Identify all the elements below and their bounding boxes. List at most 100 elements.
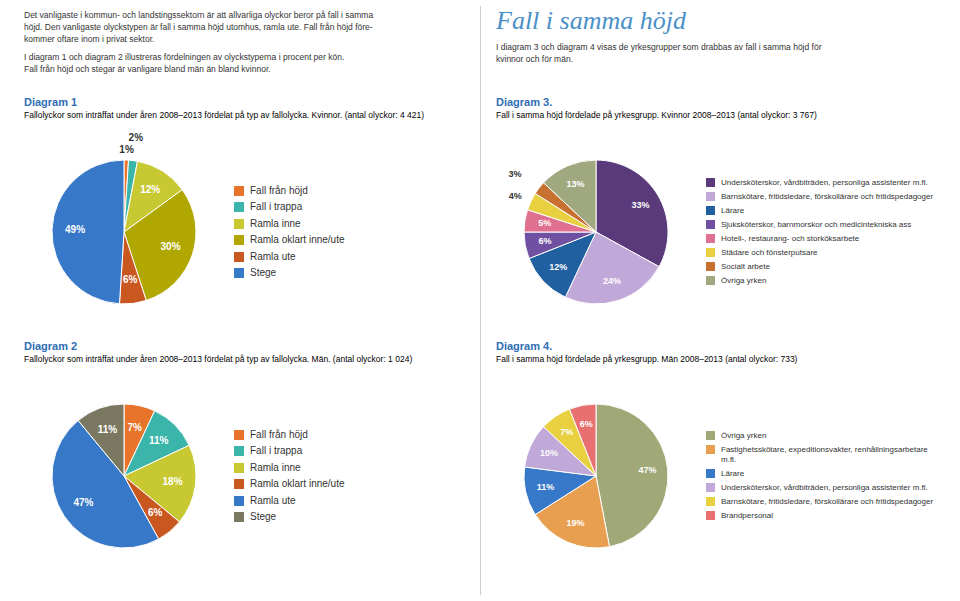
data-label: 2% xyxy=(129,132,144,143)
data-label: 3% xyxy=(508,169,521,179)
legend-item: Fastighetsskötare, expeditionsvakter, re… xyxy=(706,445,936,465)
chart-subtitle: Fall i samma höjd fördelade på yrkesgrup… xyxy=(496,354,936,365)
chart-title: Diagram 3. xyxy=(496,96,936,108)
legend-swatch xyxy=(234,219,244,229)
slices xyxy=(524,404,668,548)
legend: Övriga yrken Fastighetsskötare, expeditio… xyxy=(706,376,936,576)
data-label: 30% xyxy=(161,241,181,252)
legend-item: Ramla inne xyxy=(234,462,464,475)
data-label: 6% xyxy=(123,274,138,285)
chart-subtitle: Fallolyckor som inträffat under åren 200… xyxy=(24,110,464,121)
legend-swatch xyxy=(234,479,244,489)
legend-label: Ramla oklart inne/ute xyxy=(250,234,345,247)
legend-item: Undersköterskor, vårdbiträden, personlig… xyxy=(706,483,936,493)
annotation: Det vanligaste i kommun- och landstingss… xyxy=(24,10,464,46)
legend-swatch xyxy=(706,511,715,520)
legend-item: Lärare xyxy=(706,206,936,216)
data-label: 5% xyxy=(538,218,551,228)
page: Det vanligaste i kommun- och landstingss… xyxy=(0,0,960,601)
data-label: 11% xyxy=(98,424,118,435)
pie-slice xyxy=(544,160,596,232)
legend-label: Lärare xyxy=(721,469,744,479)
legend-item: Fall i trappa xyxy=(234,201,464,214)
legend-item: Ramla ute xyxy=(234,495,464,508)
legend-item: Ramla inne xyxy=(234,218,464,231)
divider xyxy=(480,6,481,595)
legend-item: Undersköterskor, vårdbiträden, personlig… xyxy=(706,178,936,188)
legend-swatch xyxy=(234,512,244,522)
legend-swatch xyxy=(706,262,715,271)
legend-swatch xyxy=(706,192,715,201)
chart-header: Diagram 2 Fallolyckor som inträffat under… xyxy=(24,340,464,365)
legend-swatch xyxy=(234,186,244,196)
page-title: Fall i samma höjd xyxy=(496,6,936,36)
data-label: 33% xyxy=(632,200,650,210)
legend-label: Sjuksköterskor, barnmorskor och medicint… xyxy=(721,220,911,230)
legend-swatch xyxy=(234,202,244,212)
data-label: 19% xyxy=(566,518,584,528)
pie-slice xyxy=(569,404,596,476)
legend-swatch xyxy=(706,497,715,506)
legend-swatch xyxy=(706,220,715,229)
legend-swatch xyxy=(706,469,715,478)
legend-label: Undersköterskor, vårdbiträden, personlig… xyxy=(721,483,928,493)
legend-swatch xyxy=(234,446,244,456)
legend-label: Ramla ute xyxy=(250,495,296,508)
slices xyxy=(52,160,196,304)
data-label: 13% xyxy=(566,179,584,189)
legend-item: Städare och fönsterputsare xyxy=(706,248,936,258)
chart-title: Diagram 1 xyxy=(24,96,464,108)
legend-item: Socialt arbete xyxy=(706,262,936,272)
data-label: 1% xyxy=(119,144,134,155)
legend: Undersköterskor, vårdbiträden, personlig… xyxy=(706,132,936,332)
data-label: 47% xyxy=(639,465,657,475)
legend-label: Övriga yrken xyxy=(721,431,766,441)
legend-label: Undersköterskor, vårdbiträden, personlig… xyxy=(721,178,928,188)
legend-label: Städare och fönsterputsare xyxy=(721,248,818,258)
legend-item: Fall från höjd xyxy=(234,185,464,198)
chart-title: Diagram 4. xyxy=(496,340,936,352)
data-label: 7% xyxy=(127,422,142,433)
legend-label: Barnskötare, fritidsledare, förskollärar… xyxy=(721,192,933,202)
legend-item: Barnskötare, fritidsledare, förskollärar… xyxy=(706,497,936,507)
legend-label: Ramla inne xyxy=(250,462,301,475)
chart-subtitle: Fall i samma höjd fördelade på yrkesgrup… xyxy=(496,110,936,121)
legend-item: Lärare xyxy=(706,469,936,479)
legend-label: Fall i trappa xyxy=(250,201,302,214)
data-label: 47% xyxy=(73,497,93,508)
slices xyxy=(52,404,196,548)
legend-label: Lärare xyxy=(721,206,744,216)
chart-header: Diagram 3. Fall i samma höjd fördelade på… xyxy=(496,96,936,121)
chart-title: Diagram 2 xyxy=(24,340,464,352)
data-labels: 1%2%12%30%6%49% xyxy=(65,132,181,285)
data-label: 6% xyxy=(580,419,593,429)
legend-label: Fall från höjd xyxy=(250,185,308,198)
data-label: 10% xyxy=(540,448,558,458)
data-label: 7% xyxy=(560,427,573,437)
legend-item: Ramla oklart inne/ute xyxy=(234,478,464,491)
chart-subtitle: Fallolyckor som inträffat under åren 200… xyxy=(24,354,464,365)
legend-label: Hotell-, restaurang- och storköksarbete xyxy=(721,234,859,244)
data-labels: 33%24%12%6%5%4%3%13% xyxy=(508,169,649,286)
legend: Fall från höjd Fall i trappa Ramla inne Ram… xyxy=(234,132,464,332)
legend-swatch xyxy=(234,430,244,440)
legend-label: Fall i trappa xyxy=(250,445,302,458)
legend-swatch xyxy=(234,268,244,278)
data-label: 4% xyxy=(509,191,522,201)
slices xyxy=(524,160,668,304)
annotation: I diagram 1 och diagram 2 illustreras fö… xyxy=(24,52,464,76)
legend-label: Socialt arbete xyxy=(721,262,770,272)
legend-item: Brandpersonal xyxy=(706,511,936,521)
pie-chart: 33%24%12%6%5%4%3%13% xyxy=(496,132,696,332)
legend-swatch xyxy=(706,431,715,440)
legend-label: Fall från höjd xyxy=(250,429,308,442)
legend-swatch xyxy=(234,496,244,506)
legend-label: Ramla oklart inne/ute xyxy=(250,478,345,491)
legend-swatch xyxy=(234,463,244,473)
legend-item: Fall i trappa xyxy=(234,445,464,458)
legend-swatch xyxy=(706,276,715,285)
data-label: 6% xyxy=(539,236,552,246)
legend-swatch xyxy=(706,178,715,187)
pie-chart: 1%2%12%30%6%49% xyxy=(24,132,224,332)
legend-swatch xyxy=(706,483,715,492)
